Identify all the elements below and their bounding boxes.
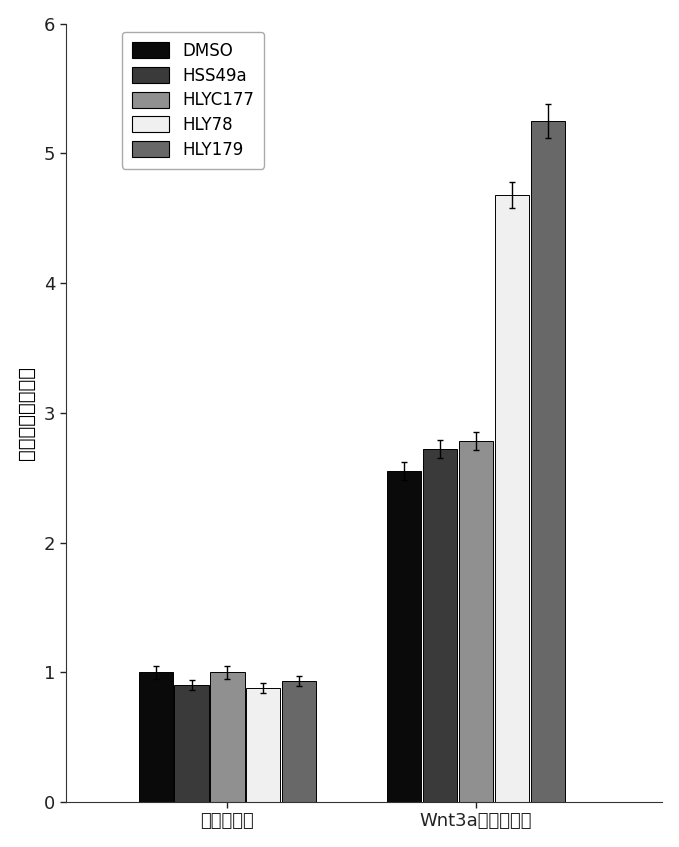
Bar xyxy=(387,471,421,802)
Bar xyxy=(495,195,529,802)
Bar xyxy=(139,673,172,802)
Legend: DMSO, HSS49a, HLYC177, HLY78, HLY179: DMSO, HSS49a, HLYC177, HLY78, HLY179 xyxy=(122,32,264,169)
Bar xyxy=(210,673,244,802)
Bar xyxy=(246,688,280,802)
Bar xyxy=(459,441,493,802)
Bar xyxy=(175,685,208,802)
Bar xyxy=(530,121,565,802)
Y-axis label: 相对荧光素酶活性: 相对荧光素酶活性 xyxy=(17,366,36,460)
Bar xyxy=(423,449,457,802)
Bar xyxy=(282,681,316,802)
